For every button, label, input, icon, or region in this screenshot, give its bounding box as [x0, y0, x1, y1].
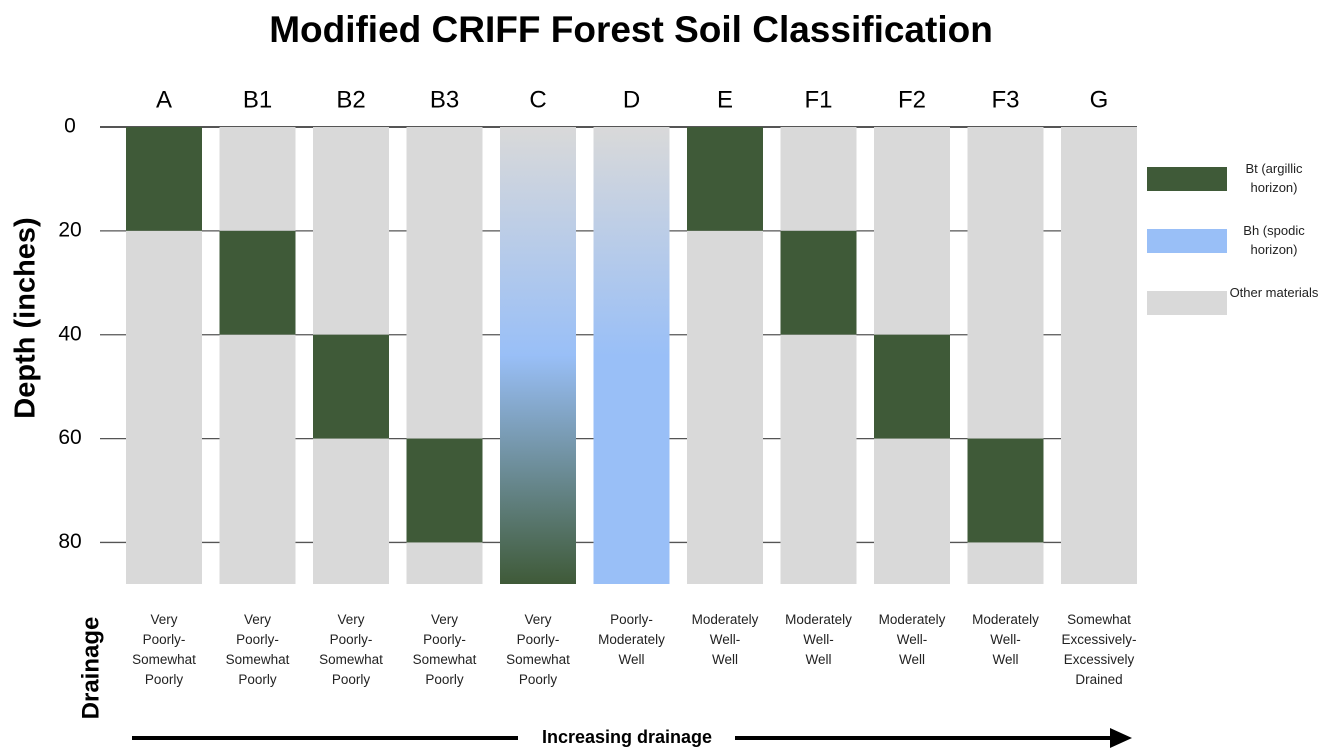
drainage-label: Moderately Well- Well — [972, 612, 1039, 667]
bar-segment — [500, 127, 576, 584]
bar-segment — [874, 127, 950, 335]
drainage-label: Moderately Well- Well — [691, 612, 759, 667]
bar-segment — [687, 127, 763, 231]
bar-segment — [1061, 127, 1137, 584]
x-tick-label: F1 — [804, 86, 832, 113]
bar-segment — [219, 127, 296, 231]
legend-label: Bh (spodic horizon) — [1243, 223, 1305, 257]
bar-segment — [874, 334, 950, 439]
bar-segment — [406, 438, 483, 543]
legend-label: Bt (argillic horizon) — [1245, 161, 1303, 195]
arrow-label: Increasing drainage — [542, 727, 712, 747]
drainage-label: Very Poorly- Somewhat Poorly — [319, 612, 383, 687]
legend-swatch — [1147, 291, 1227, 315]
x-tick-label: D — [623, 86, 640, 113]
x-tick-label: F3 — [991, 86, 1019, 113]
bar-segment — [406, 127, 483, 439]
legend-label: Other materials — [1229, 285, 1319, 300]
bar-segment — [780, 230, 857, 335]
bar-segment — [126, 127, 202, 231]
drainage-label: Somewhat Excessively- Excessively Draine… — [1061, 612, 1137, 687]
bar-segment — [780, 127, 857, 231]
y-tick-label: 40 — [58, 322, 81, 345]
bar-segment — [967, 438, 1044, 543]
drainage-label: Moderately Well- Well — [785, 612, 852, 667]
bar-segment — [687, 230, 763, 584]
chart-title: Modified CRIFF Forest Soil Classificatio… — [269, 9, 993, 50]
x-tick-label: E — [717, 86, 733, 113]
drainage-label: Poorly- Moderately Well — [598, 612, 665, 667]
x-tick-label: B1 — [243, 86, 272, 113]
row-label: Drainage — [77, 617, 104, 720]
bar-segment — [313, 334, 389, 439]
y-tick-label: 80 — [58, 530, 81, 553]
y-axis-label: Depth (inches) — [10, 217, 42, 418]
x-tick-label: C — [529, 86, 546, 113]
x-tick-label: B2 — [336, 86, 365, 113]
y-tick-label: 60 — [58, 426, 81, 449]
bar-segment — [313, 438, 389, 584]
bar-segment — [219, 334, 296, 584]
x-tick-label: B3 — [430, 86, 459, 113]
bar-segment — [874, 438, 950, 584]
bar-segment — [593, 127, 670, 584]
x-tick-label: G — [1090, 86, 1109, 113]
bar-segment — [406, 542, 483, 584]
bar-segment — [126, 230, 202, 584]
bar-segment — [780, 334, 857, 584]
legend-swatch — [1147, 229, 1227, 253]
x-tick-label: A — [156, 86, 172, 113]
drainage-label: Very Poorly- Somewhat Poorly — [506, 612, 570, 687]
drainage-label: Moderately Well- Well — [878, 612, 946, 667]
drainage-label: Very Poorly- Somewhat Poorly — [132, 612, 196, 687]
bar-segment — [219, 230, 296, 335]
arrow-head — [1110, 728, 1132, 748]
legend-swatch — [1147, 167, 1227, 191]
bar-segment — [967, 127, 1044, 439]
bar-segment — [967, 542, 1044, 584]
y-tick-label: 0 — [64, 115, 76, 138]
bar-segment — [313, 127, 389, 335]
x-tick-label: F2 — [898, 86, 926, 113]
y-tick-label: 20 — [58, 218, 81, 241]
drainage-label: Very Poorly- Somewhat Poorly — [225, 612, 290, 687]
drainage-label: Very Poorly- Somewhat Poorly — [412, 612, 477, 687]
